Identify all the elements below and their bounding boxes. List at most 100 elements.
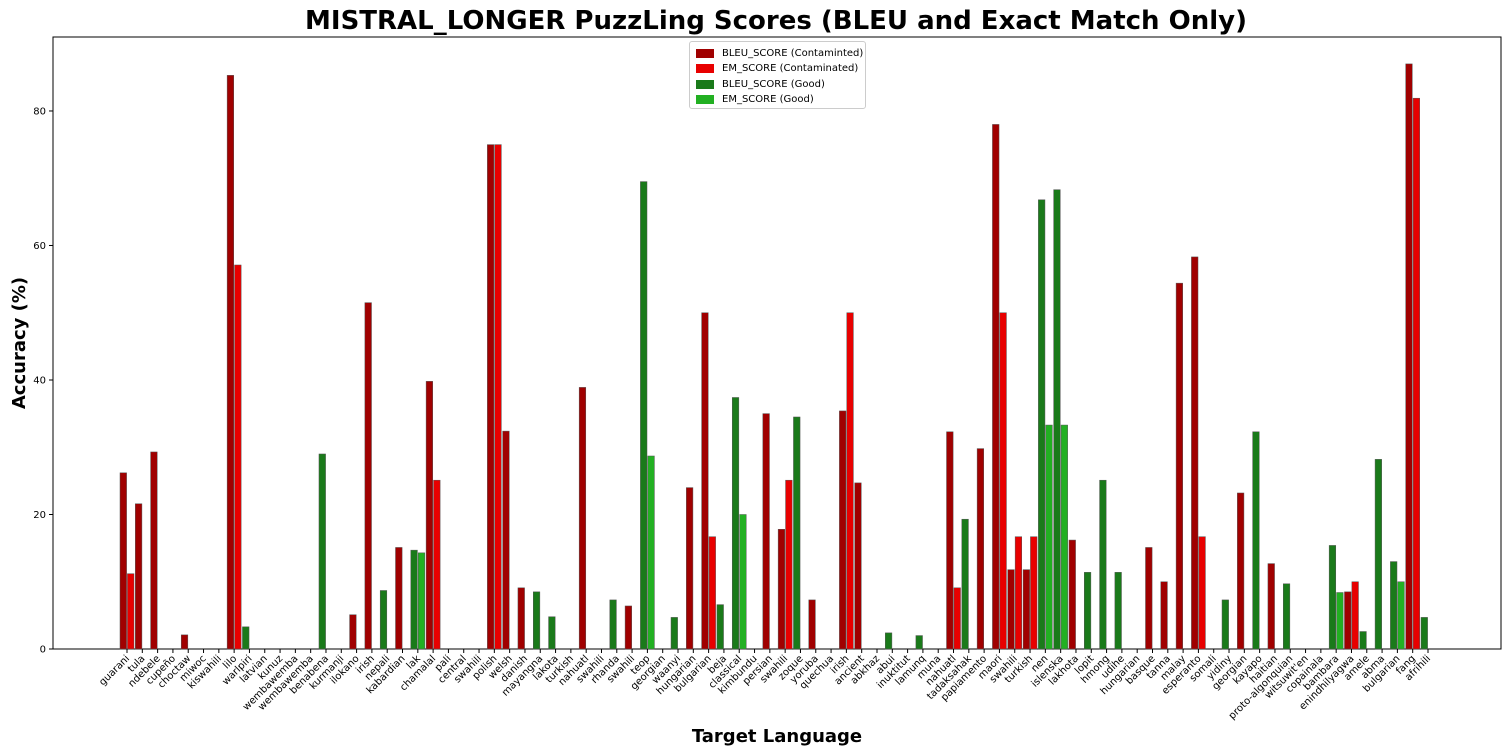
bleu-bar	[379, 590, 388, 650]
em-bar	[739, 514, 747, 650]
bleu-bar	[1390, 561, 1398, 650]
em-bar	[953, 587, 961, 650]
bleu-bar	[150, 451, 158, 650]
bleu-bar	[517, 587, 525, 650]
em-bar	[1030, 536, 1038, 650]
em-bar	[785, 479, 793, 650]
legend-item-em-good: EM_SCORE (Good)	[696, 92, 814, 106]
em-bar	[1336, 592, 1344, 650]
y-axis: 0 20 40 60 80	[33, 106, 53, 656]
em-bar	[234, 264, 242, 650]
bleu-bar	[808, 599, 816, 650]
bleu-bar	[1175, 282, 1183, 650]
bleu-bar	[1160, 581, 1168, 650]
x-axis-label: Target Language	[692, 726, 862, 747]
bleu-bar	[640, 181, 648, 650]
em-bar	[647, 455, 655, 650]
legend-swatch	[696, 79, 714, 89]
legend-label: BLEU_SCORE (Good)	[722, 78, 825, 90]
bleu-bar	[1405, 63, 1413, 650]
bleu-bar	[548, 616, 556, 650]
y-tick-label: 0	[40, 645, 46, 656]
bleu-bar	[1221, 599, 1229, 650]
y-axis-label: Accuracy (%)	[9, 277, 30, 409]
y-tick-label: 60	[33, 241, 46, 252]
em-bar	[494, 144, 502, 650]
bleu-bar	[502, 430, 510, 650]
bleu-bar	[1420, 617, 1428, 650]
y-tick-label: 20	[33, 510, 46, 521]
bleu-bar	[349, 614, 357, 650]
bleu-bar	[1084, 572, 1092, 650]
bleu-bar	[425, 381, 433, 650]
bleu-bar	[1145, 547, 1153, 650]
bleu-bar	[119, 472, 127, 650]
em-bar	[846, 312, 854, 650]
legend-swatch	[696, 63, 714, 73]
bleu-bar	[793, 416, 801, 650]
bars-group	[119, 63, 1428, 650]
x-axis: guaranitulandebelecupeñochoctawmiwockisw…	[97, 649, 1433, 722]
bleu-bar	[992, 124, 1000, 650]
bleu-bar	[364, 302, 372, 650]
bleu-bar	[1344, 591, 1352, 650]
em-bar	[1014, 536, 1022, 650]
em-bar	[1060, 424, 1068, 650]
em-bar	[999, 312, 1007, 650]
bleu-bar	[1007, 569, 1015, 650]
bleu-bar	[1068, 539, 1076, 650]
legend-swatch	[696, 48, 714, 58]
chart-title: MISTRAL_LONGER PuzzLing Scores (BLEU and…	[305, 6, 1247, 36]
bleu-bar	[777, 529, 786, 650]
bleu-bar	[135, 503, 143, 650]
bleu-bar	[533, 591, 541, 650]
em-bar	[417, 552, 426, 650]
bleu-bar	[1099, 479, 1107, 650]
legend: BLEU_SCORE (Contaminted) EM_SCORE (Conta…	[689, 41, 866, 109]
em-bar	[1045, 424, 1053, 650]
bleu-bar	[716, 604, 724, 650]
legend-label: EM_SCORE (Contaminated)	[722, 62, 859, 74]
bleu-bar	[1267, 563, 1275, 650]
legend-item-bleu-good: BLEU_SCORE (Good)	[696, 77, 825, 91]
em-bar	[127, 573, 135, 650]
em-bar	[433, 479, 441, 650]
bleu-bar	[1252, 431, 1260, 650]
bleu-bar	[670, 617, 678, 650]
bleu-bar	[946, 431, 954, 650]
em-bar	[708, 536, 716, 650]
legend-item-bleu-contaminated: BLEU_SCORE (Contaminted)	[696, 46, 863, 60]
bleu-bar	[1237, 492, 1245, 650]
em-bar	[1198, 536, 1206, 650]
bleu-bar	[242, 626, 250, 650]
bleu-bar	[1022, 569, 1030, 650]
bleu-bar	[1282, 583, 1291, 650]
bleu-bar	[686, 487, 694, 650]
bleu-bar	[410, 549, 418, 650]
bleu-bar	[1114, 572, 1122, 650]
bleu-bar	[624, 605, 632, 650]
bleu-bar	[226, 75, 234, 650]
bleu-bar	[487, 144, 495, 650]
bleu-bar	[609, 599, 617, 650]
plot-area-frame	[52, 36, 1502, 650]
bleu-bar	[1328, 545, 1337, 650]
bleu-bar	[762, 413, 770, 650]
bleu-bar	[885, 632, 893, 650]
bleu-bar	[578, 387, 587, 650]
bleu-bar	[1359, 631, 1367, 650]
bleu-bar	[1053, 189, 1061, 650]
bleu-bar	[701, 312, 709, 650]
bleu-bar	[1038, 199, 1046, 650]
y-tick-label: 80	[33, 106, 46, 117]
bleu-bar	[915, 635, 923, 650]
bleu-bar	[961, 518, 969, 650]
em-bar	[1397, 581, 1405, 650]
em-bar	[1351, 581, 1359, 650]
legend-swatch	[696, 94, 714, 104]
bleu-bar	[1191, 256, 1199, 650]
legend-label: BLEU_SCORE (Contaminted)	[722, 47, 864, 59]
bleu-bar	[318, 453, 326, 650]
bleu-bar	[731, 397, 740, 650]
